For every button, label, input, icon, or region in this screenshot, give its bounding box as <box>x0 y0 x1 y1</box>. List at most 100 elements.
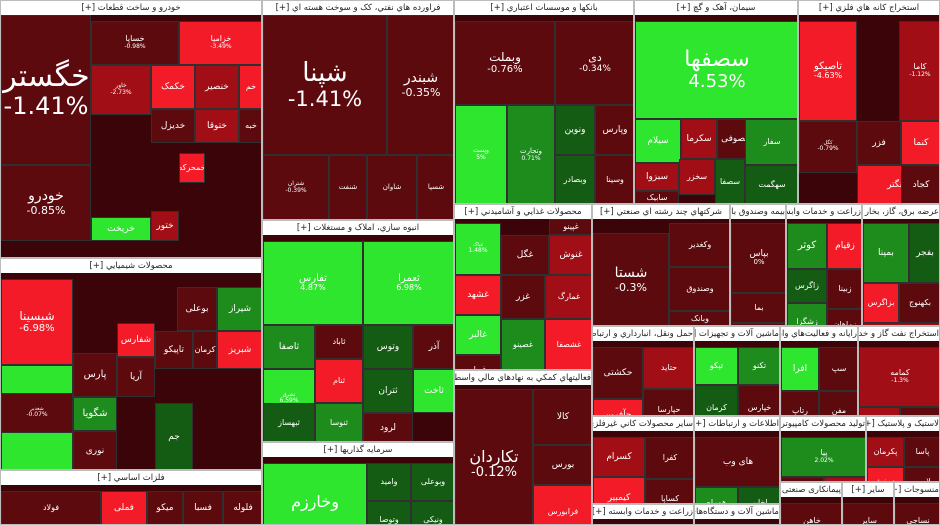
stock-tile[interactable]: تاصیکو -4.63% <box>799 21 857 121</box>
stock-tile[interactable]: غنوش <box>549 235 591 275</box>
stock-tile[interactable]: سابیک <box>635 191 679 203</box>
stock-tile[interactable]: بوعلی <box>177 287 217 331</box>
sector-header[interactable]: اطلاعات و ارتباطات [+] <box>695 417 779 431</box>
stock-tile[interactable]: سکرما <box>681 119 717 159</box>
stock-tile[interactable]: خبه <box>239 109 261 143</box>
stock-tile[interactable]: نوری <box>73 431 117 469</box>
sector-header[interactable]: زراعت و خدمات وابسته [+] <box>593 505 693 519</box>
stock-tile[interactable]: غگل <box>501 235 549 275</box>
stock-tile[interactable]: وبوعلی <box>411 463 453 501</box>
stock-tile[interactable]: نساجی <box>895 503 939 524</box>
stock-tile[interactable]: شبسینا -6.98% <box>1 279 73 365</box>
stock-tile[interactable]: حکشتی <box>593 347 643 399</box>
stock-tile[interactable]: سصفها 4.53% <box>635 21 797 119</box>
sector-header[interactable]: ماشين آلات و تجهيزات [+] <box>695 327 779 341</box>
stock-tile[interactable]: افرا <box>781 347 819 391</box>
sector-header[interactable]: توليد محصولات كامپيوتري الكترونيكي ونوري… <box>781 417 865 431</box>
stock-tile[interactable]: ونوین <box>555 105 595 155</box>
stock-tile[interactable]: لپارس <box>824 477 865 481</box>
sector-header[interactable]: حمل ونقل، انبارداري و ارتباطات [+] <box>593 327 693 341</box>
stock-tile[interactable]: کگل -0.79% <box>799 121 857 173</box>
sector-header[interactable]: سرمايه گذاريها [+] <box>263 443 453 457</box>
stock-tile[interactable]: کوثر <box>787 223 827 269</box>
stock-tile[interactable]: کاما -1.12% <box>899 21 939 121</box>
sector-header[interactable]: زراعت و خدمات وابسته [+] <box>787 205 861 219</box>
stock-tile[interactable]: شاوان <box>900 407 939 415</box>
stock-tile[interactable]: وتوس <box>363 325 413 369</box>
stock-tile[interactable]: کسرام <box>593 437 645 477</box>
stock-tile[interactable]: وتوصا <box>367 501 411 524</box>
stock-tile[interactable]: خدیزل <box>151 109 195 143</box>
stock-tile[interactable]: زاگرس <box>787 269 827 303</box>
stock-tile[interactable]: وامید <box>367 463 411 501</box>
stock-tile[interactable]: غمارگ <box>545 275 591 319</box>
stock-tile[interactable]: ساير <box>843 503 893 524</box>
stock-tile[interactable]: کجاد <box>901 165 939 203</box>
stock-tile[interactable]: خساپا -0.98% <box>91 21 179 65</box>
stock-tile[interactable]: کفرا <box>645 437 693 479</box>
sector-header[interactable]: محصولات شيميايي [+] <box>1 259 261 273</box>
stock-tile[interactable]: آریا <box>117 357 155 397</box>
stock-tile[interactable]: همراه <box>695 487 738 503</box>
stock-tile[interactable]: شسپا <box>417 155 453 219</box>
sector-header[interactable]: رايانه و فعاليت‌هاي وابسته به آن [+] <box>781 327 857 341</box>
stock-tile[interactable]: زقیام <box>827 223 861 269</box>
stock-tile[interactable]: دی -0.34% <box>555 21 633 105</box>
stock-tile[interactable]: ثنوسا <box>315 403 363 441</box>
stock-tile[interactable]: پلاست <box>904 467 939 481</box>
stock-tile[interactable]: فزر <box>857 121 901 165</box>
sector-header[interactable]: عرضه برق، گاز، بخار و آب گرم [+] <box>863 205 939 219</box>
stock-tile[interactable]: خگستر -1.41% <box>1 15 91 165</box>
stock-tile[interactable]: غبهار <box>455 355 501 369</box>
stock-tile[interactable]: بکهنوج <box>899 283 939 323</box>
stock-tile[interactable]: خم <box>239 65 261 109</box>
stock-tile[interactable]: فسبا <box>183 491 223 524</box>
sector-header[interactable]: خودرو و ساخت قطعات [+] <box>1 1 261 15</box>
stock-tile[interactable]: شگویا <box>73 397 117 431</box>
stock-tile[interactable]: سیلام <box>635 119 681 163</box>
stock-tile[interactable]: غشصفا <box>545 319 591 369</box>
stock-tile[interactable]: دانا <box>731 323 785 325</box>
stock-tile[interactable]: حآفرین <box>593 399 643 415</box>
stock-tile[interactable]: سبزوا <box>635 163 679 191</box>
stock-tile[interactable]: وخارزم <box>263 463 367 524</box>
stock-tile[interactable]: ثاخت <box>413 369 453 413</box>
stock-tile[interactable]: سپ <box>819 347 857 391</box>
stock-tile[interactable]: وبصادر <box>555 155 595 203</box>
stock-tile[interactable]: خمحرکه <box>179 153 205 183</box>
sector-header[interactable]: فلزات اساسي [+] <box>1 471 261 485</box>
stock-tile[interactable]: خاور -2.73% <box>91 65 151 115</box>
stock-tile[interactable]: کنما <box>901 121 939 165</box>
stock-tile[interactable]: غصینو <box>501 319 545 369</box>
stock-tile[interactable]: بسویچ <box>863 323 939 325</box>
stock-tile[interactable]: ونیکی <box>411 501 453 524</box>
stock-tile[interactable]: ختوقا <box>195 109 239 143</box>
stock-tile[interactable]: شفارس <box>117 323 155 357</box>
stock-tile[interactable]: غشهد <box>455 275 501 315</box>
sector-header[interactable]: انبوه سازي، املاک و مستغلات [+] <box>263 221 453 235</box>
stock-tile[interactable]: غپینو <box>549 219 591 235</box>
sector-header[interactable]: بیمه وصندوق بازنشستگی [+] <box>731 205 785 219</box>
stock-tile[interactable]: ثنام <box>315 359 363 403</box>
stock-tile[interactable]: وبملت -0.76% <box>455 21 555 105</box>
stock-tile[interactable]: وتجارت 0.71% <box>507 105 555 203</box>
stock-tile[interactable]: غپاک 1.48% <box>455 223 501 275</box>
stock-tile[interactable]: رتاپ <box>781 391 819 415</box>
stock-tile[interactable]: خکمک <box>151 65 195 109</box>
sector-header[interactable]: ساير محصولات كاني غيرفلزي [+] <box>593 417 693 431</box>
stock-tile[interactable]: بزاگرس <box>863 283 899 323</box>
stock-tile[interactable]: جم <box>155 403 193 469</box>
stock-tile[interactable]: پارس <box>73 353 117 397</box>
stock-tile[interactable]: سخزر <box>679 159 715 195</box>
stock-tile[interactable]: کرمان <box>193 331 217 369</box>
sector-header[interactable]: بانكها و موسسات اعتباري [+] <box>455 1 633 15</box>
stock-tile[interactable]: تفارس 4.87% <box>263 241 363 325</box>
stock-tile[interactable]: شتران -0.39% <box>263 155 329 219</box>
stock-tile[interactable]: وصندوق <box>669 267 729 311</box>
stock-tile[interactable]: تکاردان -0.12% <box>455 389 533 524</box>
stock-tile[interactable]: اخابر <box>738 487 779 503</box>
stock-tile[interactable]: بما <box>731 293 785 323</box>
sector-header[interactable]: لاستيک و پلاستيک [+] <box>867 417 939 431</box>
stock-tile[interactable]: کساپا <box>645 479 693 503</box>
sector-header[interactable]: ساير [+] <box>843 483 893 497</box>
